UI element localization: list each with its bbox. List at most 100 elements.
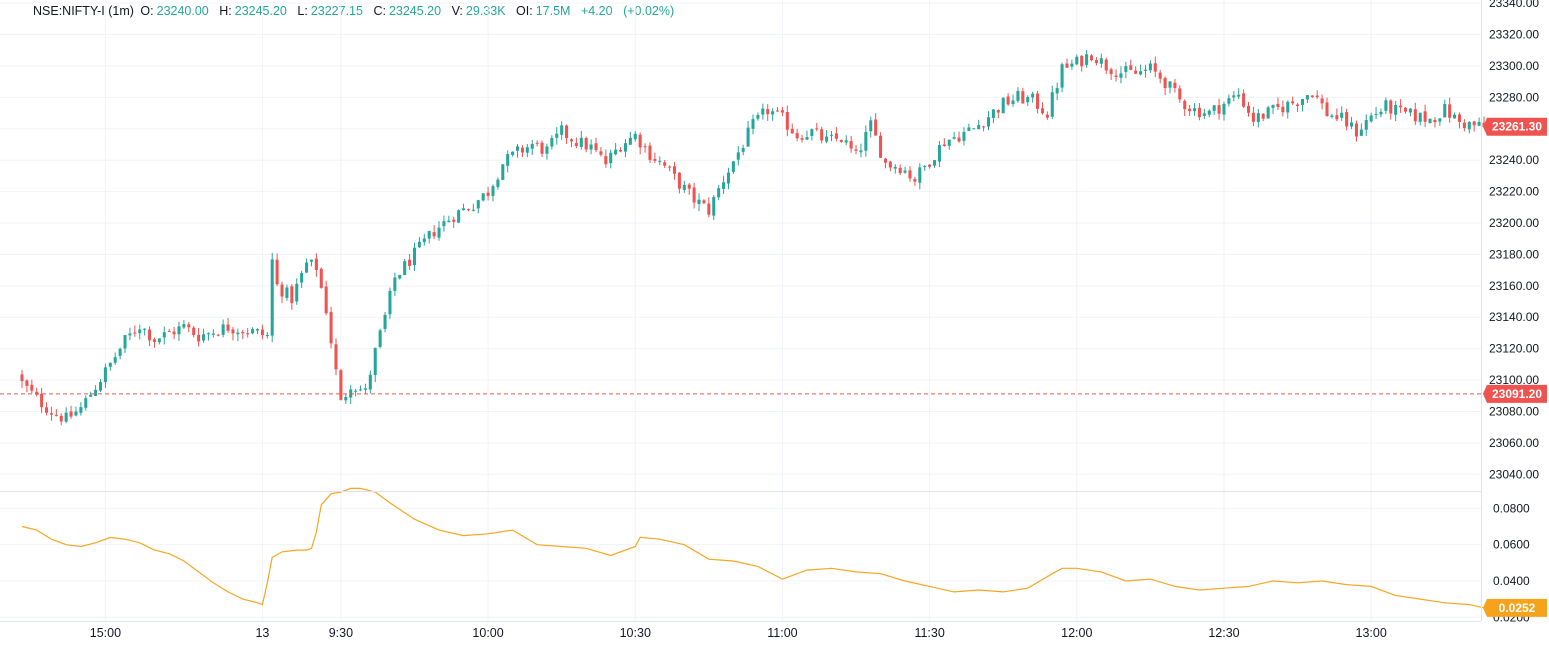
price-axis-tick-label: 23120.00 [1489,342,1539,356]
candle-body [329,312,333,344]
candle-body [128,333,132,336]
candle-body [839,140,843,142]
time-axis[interactable]: 15:00 13 9:30 10:00 10:30 11:00 11:30 12:00 12:3… [90,626,1387,640]
candle-body [1050,92,1054,117]
candle-body [1413,109,1417,122]
candle-body [741,148,745,152]
candle-body [1001,97,1005,114]
candle-body [530,143,534,149]
candle-body [334,344,338,370]
candle-body [226,324,230,331]
candle-body [820,129,824,141]
candle-body [712,197,716,216]
candle-body [162,332,166,338]
candle-body [358,389,363,391]
candle-body [1457,114,1461,122]
candle-body [1403,107,1408,112]
candle-body [962,132,966,141]
candle-body [1266,107,1270,119]
candle-body [1296,104,1300,107]
candle-body [805,137,809,140]
candle-body [697,199,701,205]
time-axis-tick-label: 10:30 [620,626,651,640]
candle-body [1364,120,1368,130]
candle-body [1443,104,1447,118]
previous-close-label-bg [1483,384,1547,403]
candle-body [1202,113,1206,116]
legend-low-value: 23227.15 [310,4,363,18]
candle-body [1408,108,1412,113]
candle-body [25,380,29,386]
price-axis-tick-label: 23200.00 [1489,216,1539,230]
candle-body [442,221,446,227]
candle-body [829,134,834,136]
candle-body [967,127,971,131]
candle-body [172,331,176,335]
candle-body [255,329,260,331]
axes: 23340.0023320.0023300.0023280.0023260.00… [0,0,1539,624]
candle-body [996,110,1000,113]
candle-body [368,374,372,390]
candle-body [182,324,186,328]
candle-body [687,184,691,189]
candle-body [957,137,961,142]
candle-body [825,136,829,142]
candle-body [295,283,299,302]
candle-body [408,259,412,266]
candle-body [1433,119,1437,123]
price-axis-tick-label: 23340.00 [1489,0,1539,10]
time-axis-tick-label: 13:00 [1356,626,1387,640]
price-axis-tick-label: 23220.00 [1489,185,1539,199]
legend-change-pct: (+0.02%) [623,4,675,18]
candle-body [1178,88,1182,100]
candle-body [216,334,220,336]
candle-body [633,133,637,140]
candle-body [972,128,976,130]
candle-body [506,154,510,166]
price-axis-tick-label: 23060.00 [1489,436,1539,450]
candle-body [270,259,274,336]
candle-body [1193,108,1197,112]
candle-body [1168,81,1172,88]
candle-body [849,141,853,149]
last-price-label-bg [1483,117,1547,136]
candle-body [241,331,245,334]
candle-body [1369,115,1373,122]
candle-body [653,159,657,161]
candle-body [476,200,480,209]
candle-body [290,286,294,304]
candle-body [648,145,652,160]
previous-close-line [0,126,1484,395]
candle-body [1016,90,1020,101]
legend-change: +4.20 [580,4,613,18]
legend-symbol[interactable]: NSE:NIFTY-I (1m) [33,4,134,18]
time-axis-tick-label: 11:00 [767,626,797,640]
candle-body [94,389,98,396]
time-axis-tick-label: 13 [255,626,269,640]
candle-body [1227,98,1231,104]
candle-body [1183,100,1187,110]
candle-body [1389,100,1393,114]
candle-body [1305,95,1309,100]
candle-body [540,142,544,154]
candle-body [84,398,88,408]
candle-body [599,151,603,155]
candle-body [520,147,524,153]
candle-body [305,262,309,273]
candle-body [736,152,740,160]
candle-body [373,347,377,376]
candle-body [69,411,73,417]
candle-body [211,333,215,335]
candle-body [1330,115,1334,117]
candle-body [74,411,78,416]
candle-body [344,397,348,401]
candle-body [1359,129,1363,136]
candle-body [1217,105,1221,114]
candle-body [89,394,93,397]
candle-body [1291,101,1295,104]
candle-body [177,326,181,335]
legend-close-label: C: [373,4,386,18]
price-axis-tick-label: 23320.00 [1489,28,1539,42]
previous-close-label-text: 23091.20 [1492,387,1542,401]
